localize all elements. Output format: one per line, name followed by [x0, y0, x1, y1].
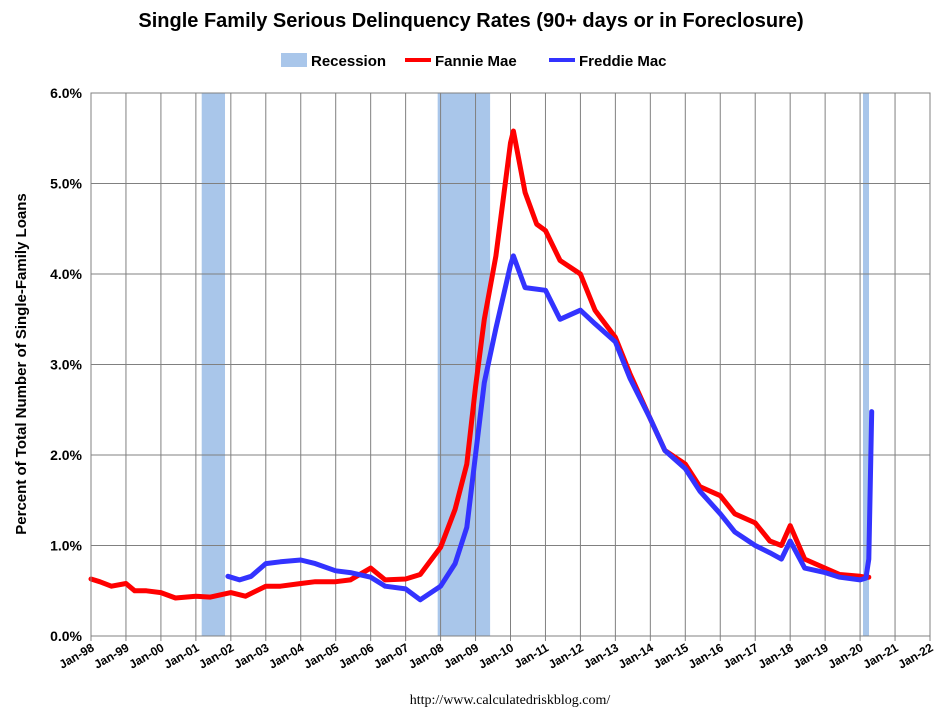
x-tick-label: Jan-06	[336, 640, 376, 671]
legend-label-freddie-mac: Freddie Mac	[579, 53, 667, 70]
x-tick-label: Jan-18	[756, 640, 796, 671]
series-line-freddie-mac	[225, 253, 875, 603]
series-line-fannie-mae	[88, 128, 872, 601]
legend-label-fannie-mae: Fannie Mae	[435, 53, 517, 70]
x-tick-label: Jan-14	[616, 640, 656, 671]
y-tick-label: 0.0%	[50, 628, 82, 644]
source-url: http://www.calculatedriskblog.com/	[410, 693, 611, 708]
series-lines	[88, 128, 875, 603]
legend: Recession Fannie Mae Freddie Mac	[281, 53, 667, 70]
x-tick-label: Jan-13	[581, 640, 621, 671]
x-tick-label: Jan-00	[126, 640, 166, 671]
x-tick-label: Jan-16	[686, 640, 726, 671]
y-tick-label: 6.0%	[50, 85, 82, 101]
chart-title: Single Family Serious Delinquency Rates …	[138, 10, 803, 32]
x-tick-label: Jan-03	[231, 640, 271, 671]
legend-swatch-recession	[281, 53, 307, 67]
y-tick-label: 3.0%	[50, 357, 82, 373]
y-tick-label: 2.0%	[50, 447, 82, 463]
x-tick-label: Jan-09	[441, 640, 481, 671]
x-tick-label: Jan-04	[266, 640, 306, 671]
y-tick-label: 5.0%	[50, 176, 82, 192]
x-tick-label: Jan-05	[301, 640, 341, 671]
x-tick-label: Jan-15	[651, 640, 691, 671]
y-tick-label: 1.0%	[50, 538, 82, 554]
y-tick-label: 4.0%	[50, 266, 82, 282]
y-axis-label: Percent of Total Number of Single-Family…	[13, 193, 30, 534]
x-tick-label: Jan-02	[196, 640, 236, 671]
x-tick-label: Jan-01	[161, 640, 201, 671]
x-tick-label: Jan-12	[546, 640, 586, 671]
x-tick-label: Jan-99	[92, 640, 132, 671]
x-tick-label: Jan-20	[826, 640, 866, 671]
x-tick-label: Jan-08	[406, 640, 446, 671]
legend-label-recession: Recession	[311, 53, 386, 70]
x-tick-label: Jan-19	[791, 640, 831, 671]
x-tick-label: Jan-17	[721, 640, 761, 671]
x-tick-label: Jan-21	[861, 640, 901, 671]
x-tick-label: Jan-22	[896, 640, 936, 671]
x-axis-ticks: Jan-98Jan-99Jan-00Jan-01Jan-02Jan-03Jan-…	[57, 636, 936, 672]
x-tick-label: Jan-07	[371, 640, 411, 671]
x-tick-label: Jan-11	[512, 640, 552, 671]
y-axis-ticks: 0.0% 1.0% 2.0% 3.0% 4.0% 5.0% 6.0%	[50, 85, 82, 644]
x-tick-label: Jan-10	[476, 640, 516, 671]
x-tick-label: Jan-98	[57, 640, 97, 671]
